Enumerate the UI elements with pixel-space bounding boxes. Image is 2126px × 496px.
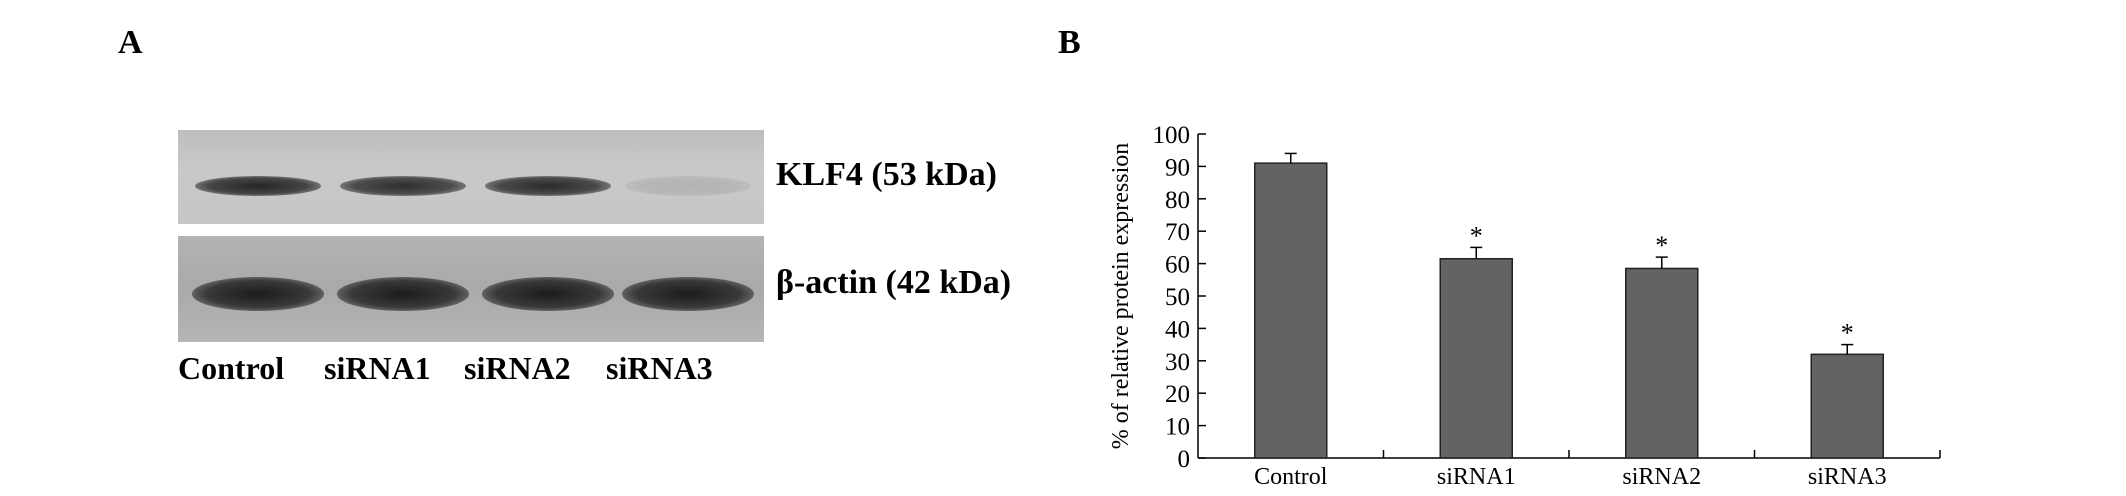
y-tick-label: 30 <box>1165 349 1190 376</box>
significance-marker: * <box>1841 319 1854 348</box>
blot-band <box>192 277 324 311</box>
x-tick-label: siRNA3 <box>1808 464 1887 490</box>
bar <box>1254 162 1328 459</box>
blot-band <box>195 176 321 196</box>
y-tick-label: 60 <box>1165 252 1190 279</box>
y-tick-label: 100 <box>1153 122 1191 149</box>
klf4-blot-label: KLF4 (53 kDa) <box>776 156 997 193</box>
bar-chart: 0 10 20 30 40 50 60 70 80 90 100 Control * siRNA1 * siR… <box>1108 122 1941 490</box>
blot-band <box>482 277 614 311</box>
y-tick-label: 20 <box>1165 381 1190 408</box>
x-tick-label: siRNA1 <box>1437 464 1516 490</box>
blot-band <box>485 176 611 196</box>
klf4-blot-image <box>178 130 764 224</box>
y-tick-label: 70 <box>1165 219 1190 246</box>
panel-b-label: B <box>1058 24 1081 61</box>
panel-a-label: A <box>118 24 143 61</box>
lane-label-sirna2: siRNA2 <box>464 350 571 386</box>
y-tick-label: 40 <box>1165 316 1190 343</box>
blot-band <box>625 176 751 196</box>
significance-marker: * <box>1655 231 1668 260</box>
x-tick-label: Control <box>1254 464 1328 490</box>
y-tick-label: 0 <box>1178 446 1191 473</box>
y-axis-title: % of relative protein expression <box>1108 143 1134 450</box>
bar <box>1810 353 1884 459</box>
y-tick-label: 10 <box>1165 414 1190 441</box>
y-tick-label: 80 <box>1165 187 1190 214</box>
y-tick-label: 50 <box>1165 284 1190 311</box>
actin-blot-label: β-actin (42 kDa) <box>776 264 1012 301</box>
significance-marker: * <box>1470 221 1483 250</box>
bar <box>1439 257 1513 459</box>
lane-label-sirna1: siRNA1 <box>324 350 431 386</box>
blot-band <box>622 277 754 311</box>
blot-band <box>340 176 466 196</box>
lane-label-sirna3: siRNA3 <box>606 350 713 386</box>
bar <box>1625 267 1699 459</box>
actin-blot-image <box>178 236 764 342</box>
x-tick-label: siRNA2 <box>1622 464 1701 490</box>
lane-label-control: Control <box>178 350 285 386</box>
blot-band <box>337 277 469 311</box>
y-tick-label: 90 <box>1165 154 1190 181</box>
